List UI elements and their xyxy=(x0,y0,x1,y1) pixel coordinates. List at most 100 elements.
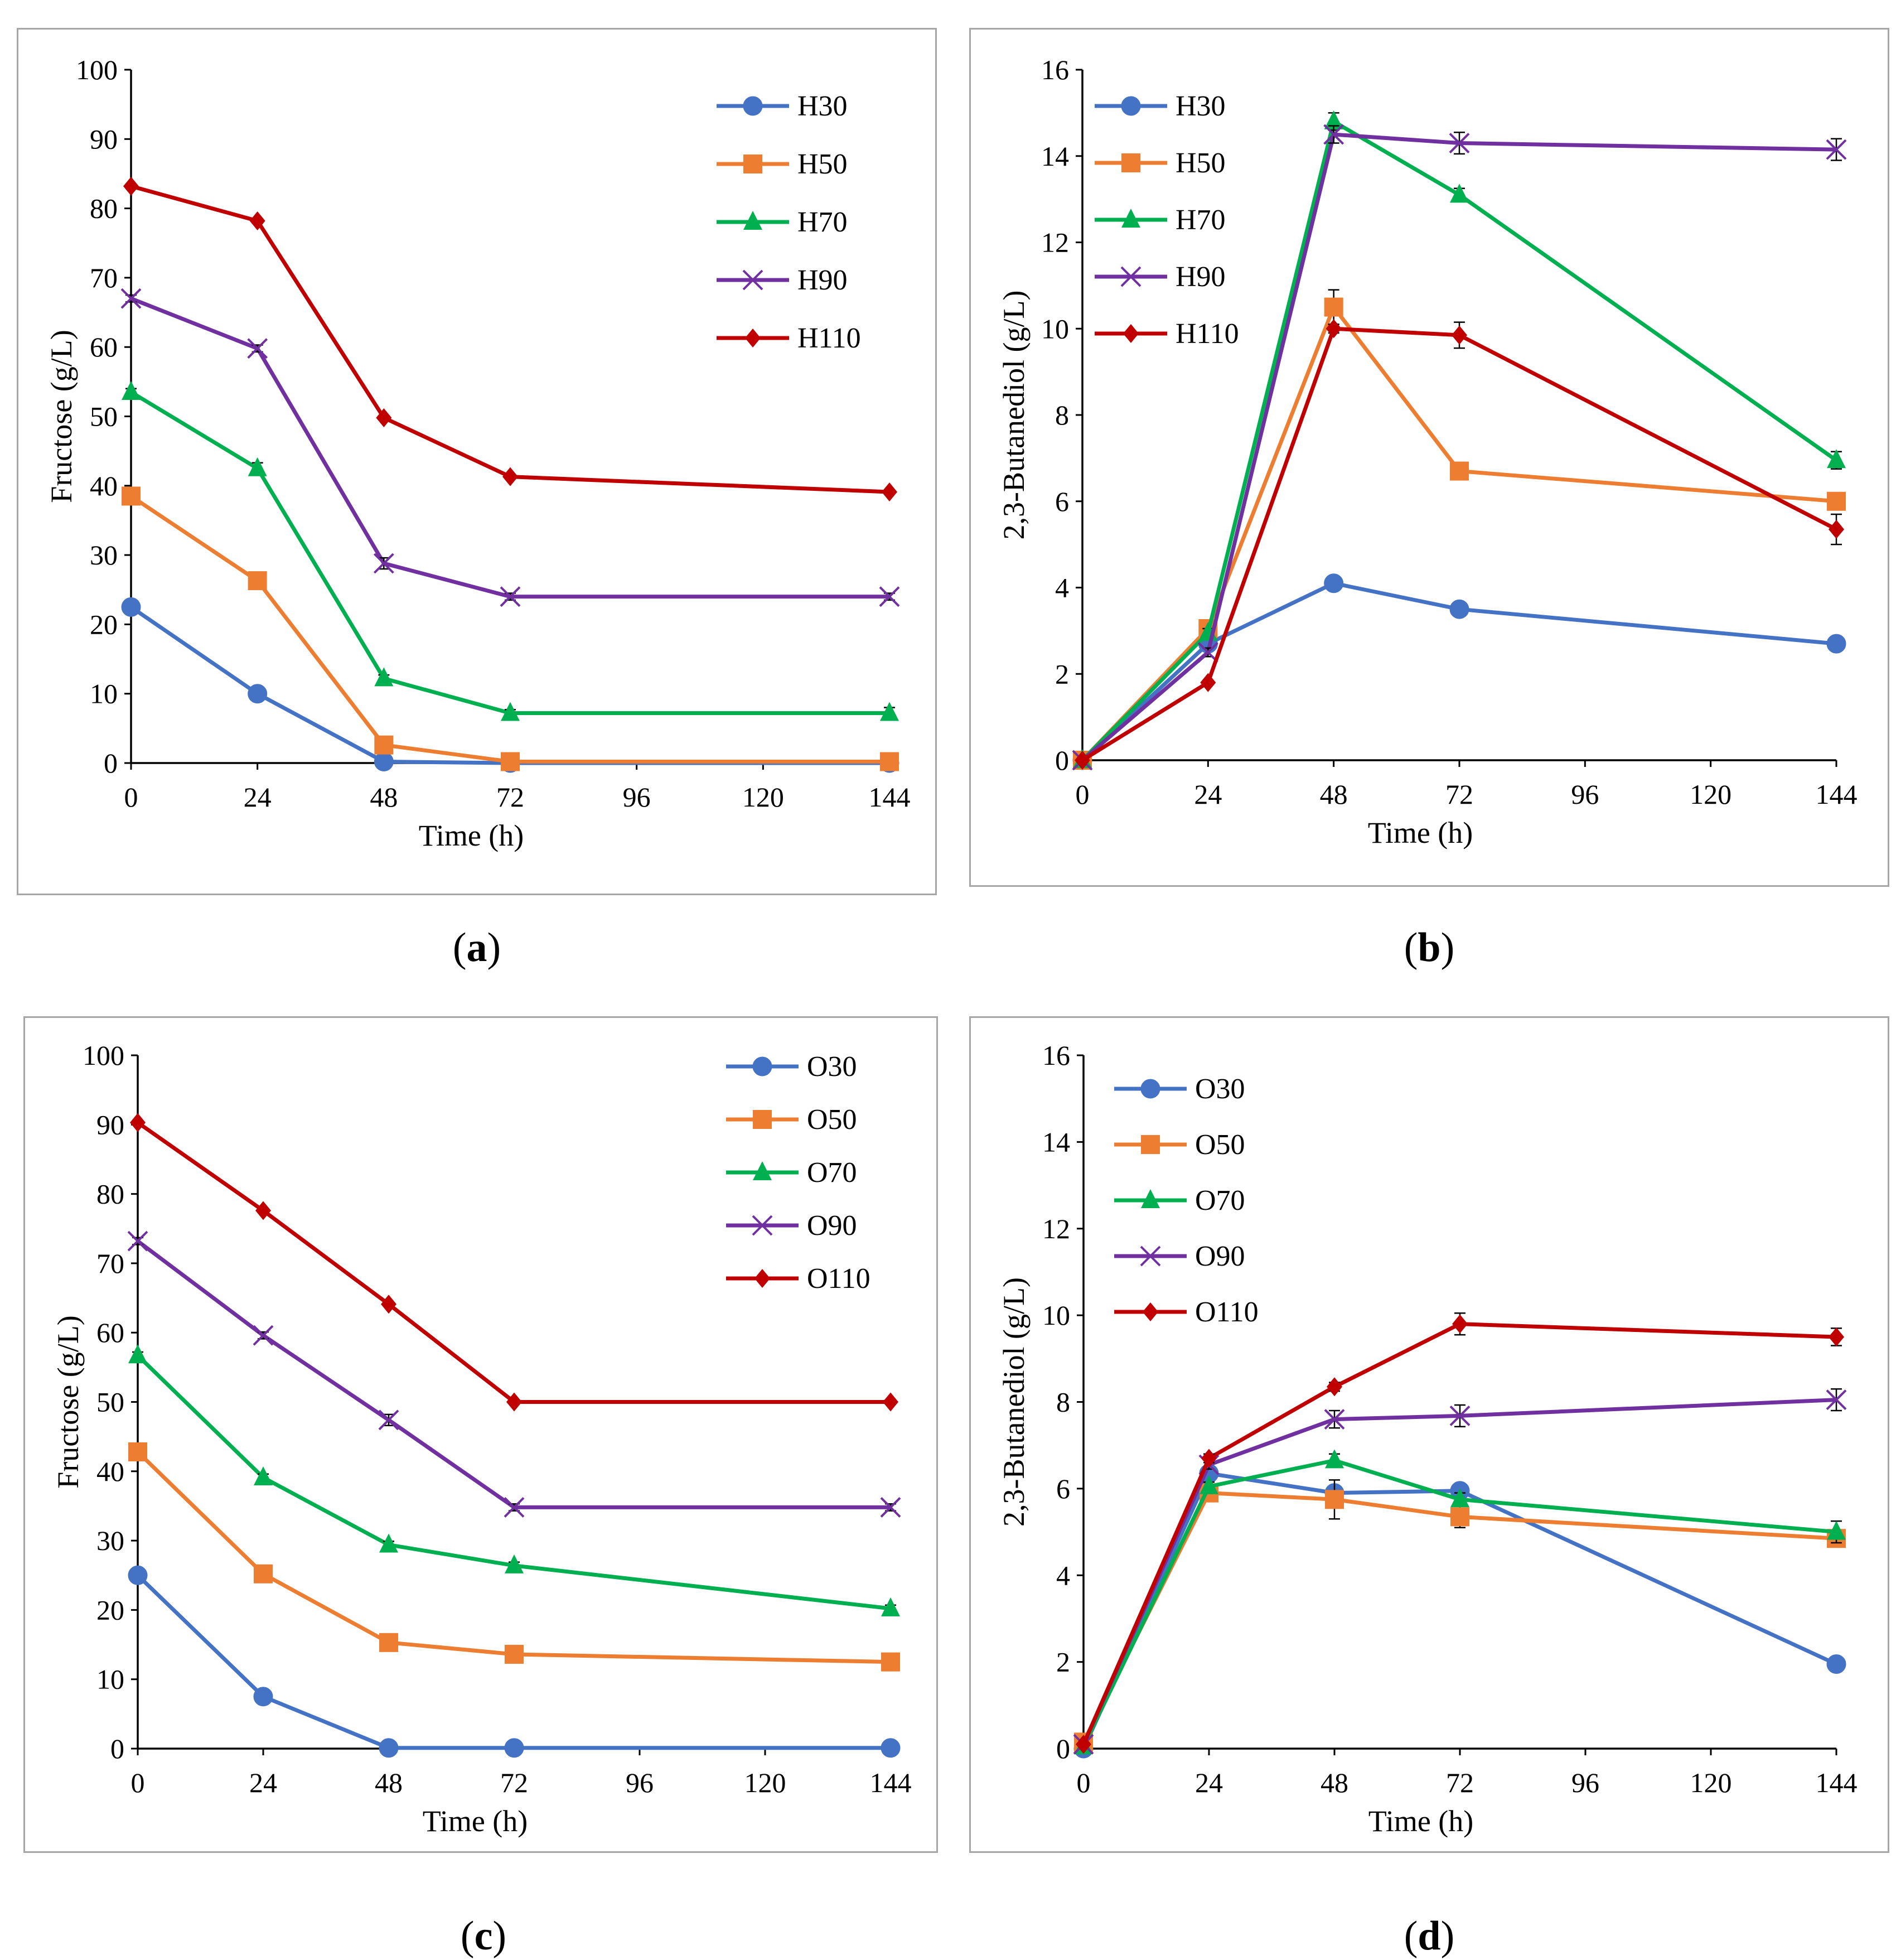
legend-marker-h70 xyxy=(743,211,762,230)
data-point-h30 xyxy=(248,684,268,704)
data-point-h70 xyxy=(1324,110,1343,129)
panel-label-d: (d) xyxy=(1404,1913,1455,1959)
x-tick-label: 96 xyxy=(1571,779,1599,810)
y-axis-title: 2,3-Butanediol (g/L) xyxy=(997,291,1031,540)
y-axis-title: Fructose (g/L) xyxy=(45,330,78,503)
y-tick-label: 10 xyxy=(96,1664,124,1695)
legend-label-h70: H70 xyxy=(1176,204,1226,236)
legend-marker-h70 xyxy=(1121,209,1140,228)
data-point-o70 xyxy=(881,1597,900,1616)
panel-b: 0 2 4 6 8 10 12 14 16 0 24 48 72 96 120 144 Time (h) 2,3-… xyxy=(969,28,1889,971)
x-tick-label: 120 xyxy=(1690,779,1731,810)
legend-marker-h90 xyxy=(1120,266,1142,287)
data-point-o90-stroke-2 xyxy=(504,1497,525,1518)
x-tick-label: 0 xyxy=(1077,1767,1091,1798)
data-point-o110 xyxy=(255,1201,271,1220)
y-tick-label: 6 xyxy=(1056,1473,1070,1504)
y-tick-label: 8 xyxy=(1056,1387,1070,1418)
y-axis-title: Fructose (g/L) xyxy=(51,1315,85,1488)
data-point-h30 xyxy=(374,752,394,772)
y-tick-label: 4 xyxy=(1055,572,1069,604)
data-point-o90 xyxy=(1324,1409,1345,1430)
data-point-o70 xyxy=(505,1554,524,1573)
data-point-o50 xyxy=(128,1442,147,1461)
data-point-o50 xyxy=(254,1564,273,1584)
legend-marker-o70 xyxy=(1141,1189,1160,1208)
x-tick-label: 96 xyxy=(626,1767,654,1798)
series-h70 xyxy=(122,380,899,721)
legend-label-h30: H30 xyxy=(1176,90,1226,122)
data-point-o30 xyxy=(1826,1654,1846,1674)
panel-d: 0 2 4 6 8 10 12 14 16 0 24 48 72 96 120 144 Time (h) 2,3-… xyxy=(969,1016,1889,1959)
legend-marker-o90-stroke-2 xyxy=(1140,1245,1161,1267)
y-tick-label: 60 xyxy=(90,331,118,363)
series-o70 xyxy=(128,1344,900,1616)
y-tick-label: 0 xyxy=(110,1733,124,1764)
data-point-o30 xyxy=(128,1565,148,1585)
data-point-o90 xyxy=(880,1497,901,1518)
legend-label-h90: H90 xyxy=(1176,261,1226,293)
x-tick-label: 48 xyxy=(1321,1767,1348,1798)
legend-label-o70: O70 xyxy=(807,1157,857,1189)
series-o110 xyxy=(1076,1312,1844,1754)
series-h110 xyxy=(123,176,897,501)
y-tick-label: 6 xyxy=(1055,486,1069,517)
x-tick-label: 120 xyxy=(742,781,784,813)
legend-item-h30: H30 xyxy=(1095,90,1226,122)
data-point-o110 xyxy=(130,1113,146,1132)
data-point-h90-stroke-2 xyxy=(247,338,268,359)
data-point-h70 xyxy=(374,667,394,687)
data-point-h90-stroke-2 xyxy=(1197,642,1218,663)
data-point-o90-stroke-2 xyxy=(1449,1405,1471,1426)
x-tick-label: 48 xyxy=(370,781,398,813)
x-axis-title: Time (h) xyxy=(1368,1804,1474,1838)
data-point-h30 xyxy=(1449,599,1469,619)
x-tick-label: 48 xyxy=(375,1767,403,1798)
y-tick-label: 0 xyxy=(1056,1733,1070,1764)
legend-item-o110: O110 xyxy=(1114,1296,1259,1328)
y-tick-label: 14 xyxy=(1042,1126,1070,1157)
legend-label-o90: O90 xyxy=(1195,1240,1245,1272)
legend-label-h110: H110 xyxy=(1176,318,1239,350)
y-tick-label: 30 xyxy=(90,539,118,571)
legend-label-o110: O110 xyxy=(1195,1296,1259,1328)
data-point-h90-stroke-2 xyxy=(1449,133,1470,153)
y-tick-label: 70 xyxy=(90,262,118,293)
data-point-h90-stroke-2 xyxy=(879,586,900,607)
legend-marker-o90 xyxy=(752,1215,773,1236)
data-point-h90-stroke-2 xyxy=(1826,139,1847,160)
data-point-o70 xyxy=(1827,1520,1846,1540)
series-h90 xyxy=(120,288,900,607)
legend-marker-h110 xyxy=(1123,324,1139,343)
x-tick-label: 0 xyxy=(1076,779,1090,810)
data-point-h110 xyxy=(1200,673,1216,692)
chart-a: 0 10 20 30 40 50 60 70 80 90 100 0 24 48 72 96 120 144 Tim… xyxy=(17,28,937,895)
x-tick-label: 24 xyxy=(1194,779,1222,810)
legend-item-h70: H70 xyxy=(1095,204,1226,236)
data-point-h50 xyxy=(248,571,267,591)
data-point-h90-stroke-2 xyxy=(373,553,394,574)
x-tick-label: 0 xyxy=(124,781,138,813)
series-o70 xyxy=(1074,1449,1846,1755)
x-axis-title: Time (h) xyxy=(1368,816,1473,849)
legend-marker-o110 xyxy=(1143,1302,1158,1321)
data-point-h110 xyxy=(882,482,897,501)
y-tick-label: 0 xyxy=(1055,745,1069,776)
legend-label-o30: O30 xyxy=(807,1051,857,1083)
data-point-o50 xyxy=(379,1633,398,1652)
legend-item-h50: H50 xyxy=(1095,147,1226,179)
y-tick-label: 50 xyxy=(96,1387,124,1418)
data-point-h110 xyxy=(376,408,392,427)
data-point-h90 xyxy=(1826,139,1847,160)
data-point-o110 xyxy=(1829,1327,1844,1346)
data-point-h70 xyxy=(1827,449,1846,469)
legend-marker-h90 xyxy=(742,269,763,291)
legend-label-o50: O50 xyxy=(807,1104,857,1136)
series-o30 xyxy=(128,1565,901,1758)
legend: H30 H50 H70 H90 H110 xyxy=(717,90,861,354)
data-point-o90-stroke-2 xyxy=(880,1497,901,1518)
data-point-h90 xyxy=(1197,642,1218,663)
data-point-o90 xyxy=(1449,1405,1471,1426)
